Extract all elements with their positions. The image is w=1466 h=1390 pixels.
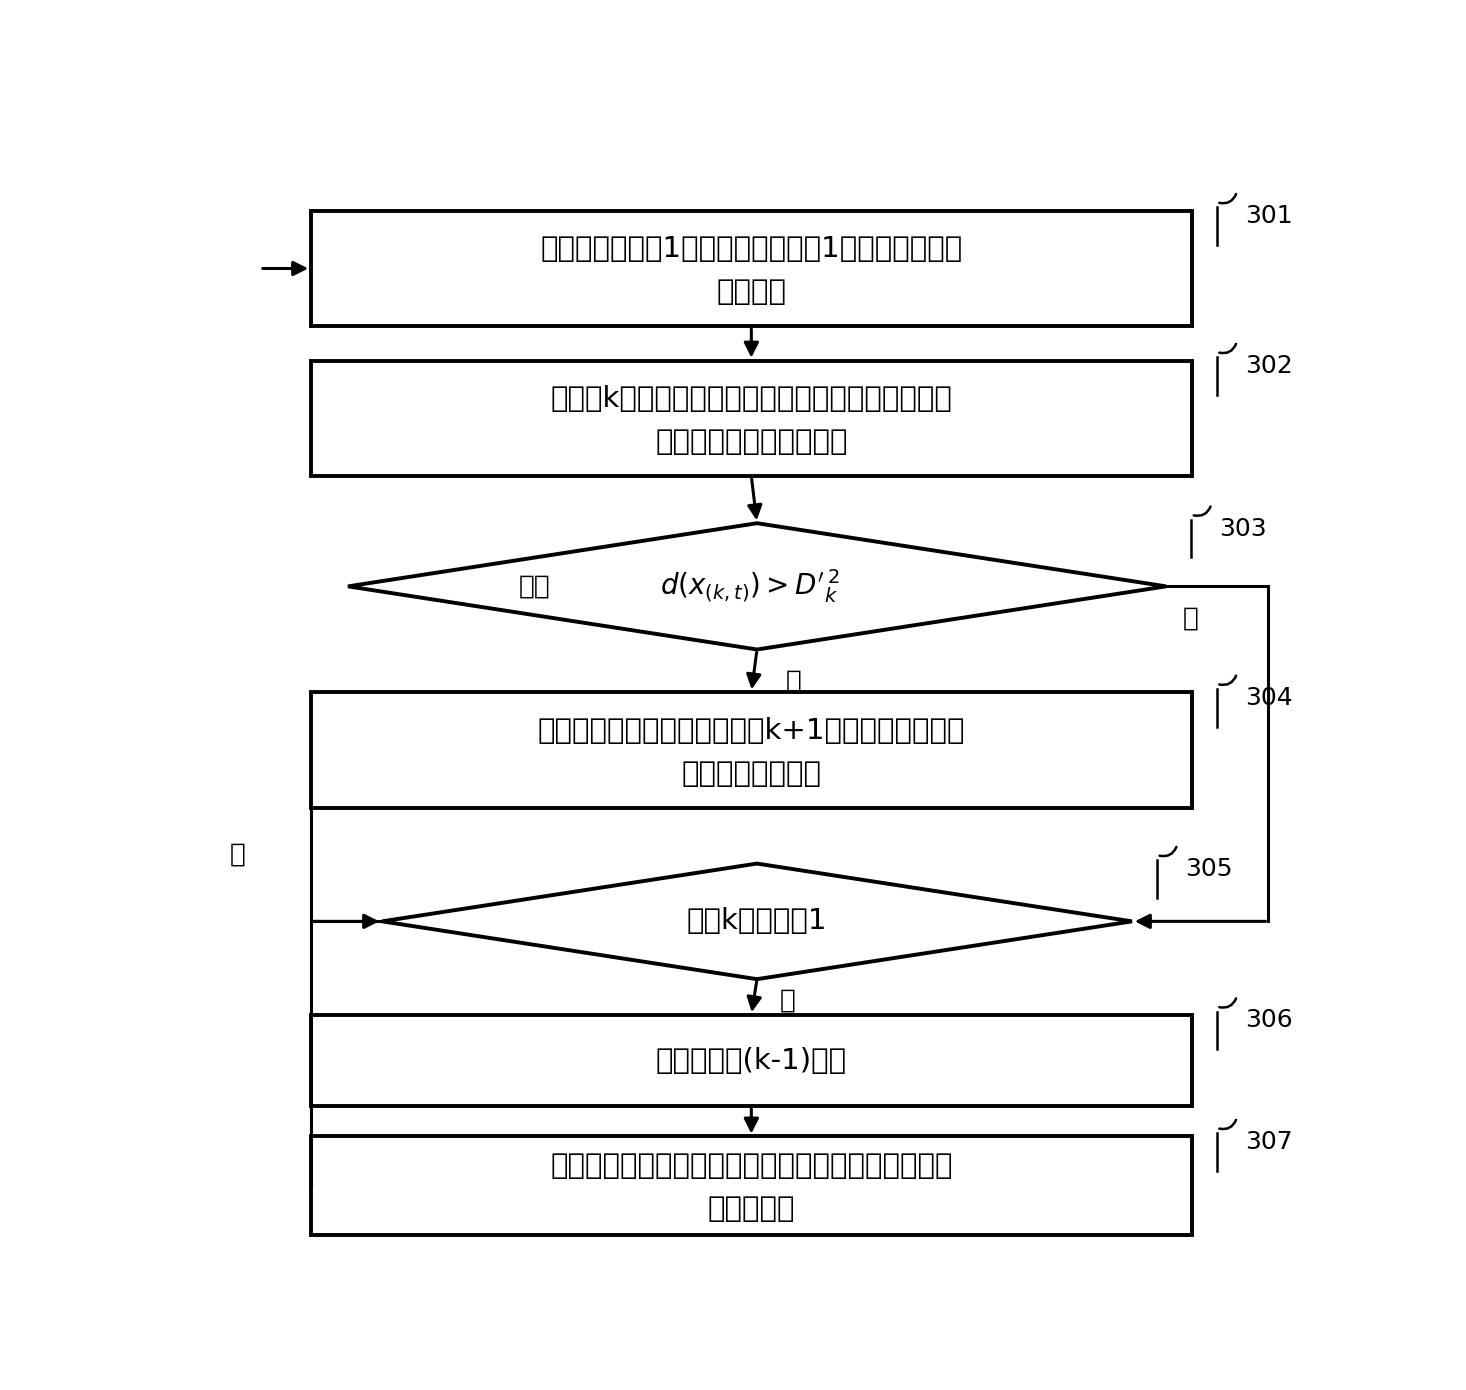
- Text: 找到一个完整的搜索路径，该路径对应的值即为一个: 找到一个完整的搜索路径，该路径对应的值即为一个: [550, 1152, 953, 1180]
- Text: 301: 301: [1245, 204, 1293, 228]
- Polygon shape: [347, 523, 1165, 649]
- Text: 开始）的局部欧式距离和: 开始）的局部欧式距离和: [655, 428, 847, 456]
- Text: 307: 307: [1245, 1130, 1293, 1154]
- Text: $\mathit{d}(\mathit{x}_{(k,t)})>\mathit{D}'^{\,2}_{k}$: $\mathit{d}(\mathit{x}_{(k,t)})>\mathit{…: [660, 567, 840, 605]
- Text: 302: 302: [1245, 354, 1293, 378]
- Text: 是: 是: [229, 842, 245, 867]
- Polygon shape: [383, 863, 1132, 979]
- Text: 生成当前节点的1个子节点，并计算1个子节点对应的: 生成当前节点的1个子节点，并计算1个子节点对应的: [539, 235, 963, 263]
- Text: 节点搜索的子节点: 节点搜索的子节点: [682, 760, 821, 788]
- Text: 候选信号点: 候选信号点: [708, 1195, 795, 1223]
- Text: 进入下一层(k-1)搜索: 进入下一层(k-1)搜索: [655, 1047, 847, 1074]
- Text: 306: 306: [1245, 1008, 1293, 1033]
- Text: 是: 是: [786, 669, 802, 695]
- Text: 判断k是否等于1: 判断k是否等于1: [686, 908, 827, 935]
- Text: 是否: 是否: [519, 573, 550, 599]
- FancyBboxPatch shape: [311, 360, 1192, 477]
- Text: 303: 303: [1220, 517, 1267, 541]
- FancyBboxPatch shape: [311, 692, 1192, 808]
- Text: 将该节点裁掉，返回上一层（k+1），重新扩展当前: 将该节点裁掉，返回上一层（k+1），重新扩展当前: [538, 717, 965, 745]
- Text: 计算第k层的节点（取自节点列表，从优先级别高的: 计算第k层的节点（取自节点列表，从优先级别高的: [550, 385, 953, 413]
- Text: 否: 否: [1183, 606, 1199, 631]
- Text: 否: 否: [780, 988, 796, 1013]
- Text: 305: 305: [1186, 856, 1233, 881]
- Text: 304: 304: [1245, 685, 1293, 710]
- FancyBboxPatch shape: [311, 1137, 1192, 1234]
- Text: 节点列表: 节点列表: [717, 278, 786, 306]
- FancyBboxPatch shape: [311, 1015, 1192, 1106]
- FancyBboxPatch shape: [311, 211, 1192, 327]
